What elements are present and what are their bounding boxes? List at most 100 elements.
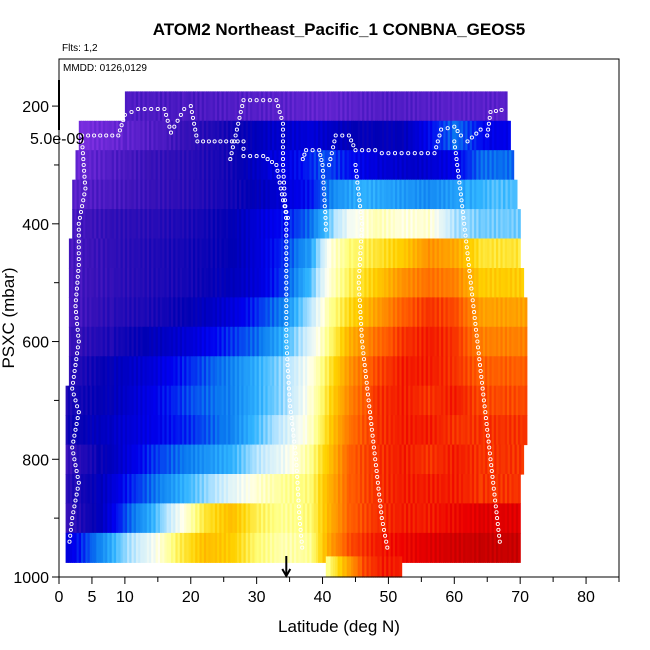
heatmap-cell	[291, 356, 295, 387]
heatmap-cell	[384, 556, 387, 578]
track-point	[497, 539, 502, 544]
heatmap-cell	[75, 150, 79, 181]
heatmap-cell	[379, 179, 383, 210]
heatmap-cell	[406, 297, 409, 328]
heatmap-cell	[168, 474, 172, 504]
heatmap-cell	[272, 238, 275, 269]
track-point	[70, 386, 75, 391]
heatmap-cell	[212, 120, 216, 151]
heatmap-cell	[239, 356, 242, 387]
heatmap-cell	[315, 503, 319, 534]
heatmap-cell	[230, 444, 234, 475]
heatmap-cell	[221, 385, 225, 416]
track-point	[284, 274, 289, 279]
heatmap-cell	[335, 474, 339, 504]
heatmap-cell	[482, 385, 486, 416]
heatmap-cell	[149, 268, 152, 298]
heatmap-cell	[403, 238, 407, 269]
heatmap-cell	[113, 120, 117, 151]
heatmap-cell	[331, 150, 335, 181]
heatmap-cell	[118, 444, 122, 475]
heatmap-cell	[331, 326, 335, 357]
heatmap-cell	[417, 326, 420, 357]
track-point	[290, 427, 295, 432]
heatmap-cell	[485, 532, 488, 563]
track-point	[218, 139, 223, 144]
heatmap-cell	[243, 444, 247, 475]
heatmap-cell	[104, 238, 108, 269]
track-point	[495, 516, 500, 521]
heatmap-cell	[182, 474, 185, 504]
heatmap-cell	[243, 297, 247, 328]
heatmap-cell	[480, 179, 484, 210]
heatmap-cell	[421, 91, 425, 122]
heatmap-cell	[348, 326, 352, 357]
heatmap-cell	[232, 474, 236, 504]
heatmap-cell	[515, 532, 519, 563]
heatmap-cell	[504, 238, 508, 269]
heatmap-cell	[511, 238, 515, 269]
track-point	[372, 451, 377, 456]
heatmap-cell	[153, 474, 157, 504]
heatmap-cell	[100, 503, 104, 534]
heatmap-cell	[337, 444, 341, 475]
heatmap-cell	[212, 415, 216, 446]
track-point	[293, 451, 298, 456]
heatmap-cell	[337, 297, 341, 328]
heatmap-cell	[307, 238, 310, 269]
heatmap-cell	[333, 415, 337, 446]
heatmap-cell	[221, 268, 225, 298]
heatmap-cell	[452, 120, 455, 151]
heatmap-cell	[129, 385, 133, 416]
heatmap-cell	[329, 326, 332, 357]
heatmap-cell	[309, 209, 313, 240]
heatmap-cell	[370, 532, 374, 563]
heatmap-cell	[399, 91, 403, 122]
track-point	[178, 112, 183, 117]
heatmap-cell	[458, 120, 462, 151]
heatmap-cell	[494, 444, 498, 475]
heatmap-cell	[425, 503, 429, 534]
heatmap-cell	[401, 532, 405, 563]
heatmap-cell	[423, 150, 427, 181]
heatmap-cell	[217, 385, 220, 416]
heatmap-cell	[502, 385, 506, 416]
heatmap-cell	[84, 150, 88, 181]
heatmap-cell	[298, 120, 302, 151]
heatmap-cell	[445, 297, 449, 328]
heatmap-cell	[520, 326, 523, 357]
heatmap-cell	[239, 444, 242, 475]
heatmap-cell	[300, 150, 304, 181]
track-point	[359, 227, 364, 232]
heatmap-cell	[267, 415, 271, 446]
heatmap-cell	[73, 326, 77, 357]
heatmap-cell	[364, 415, 368, 446]
heatmap-cell	[289, 209, 293, 240]
heatmap-cell	[337, 556, 341, 578]
heatmap-cell	[381, 356, 385, 387]
heatmap-cell	[76, 503, 80, 534]
heatmap-cell	[370, 91, 374, 122]
heatmap-cell	[427, 297, 431, 328]
track-point	[376, 486, 381, 491]
heatmap-cell	[188, 120, 192, 151]
track-point	[74, 468, 79, 474]
heatmap-cell	[395, 444, 398, 475]
heatmap-cell	[300, 91, 304, 122]
heatmap-cell	[482, 356, 486, 387]
heatmap-cell	[98, 179, 102, 210]
heatmap-cell	[250, 268, 253, 298]
heatmap-cell	[102, 326, 106, 357]
heatmap-cell	[489, 503, 493, 534]
heatmap-cell	[120, 385, 124, 416]
heatmap-cell	[214, 356, 218, 387]
heatmap-cell	[384, 385, 387, 416]
track-point	[80, 151, 85, 156]
flight-tracks	[67, 98, 504, 550]
heatmap-cell	[89, 179, 93, 210]
heatmap-cell	[337, 532, 341, 563]
heatmap-cell	[478, 150, 482, 181]
heatmap-cell	[414, 474, 418, 504]
heatmap-cell	[447, 120, 451, 151]
heatmap-cell	[243, 474, 247, 504]
